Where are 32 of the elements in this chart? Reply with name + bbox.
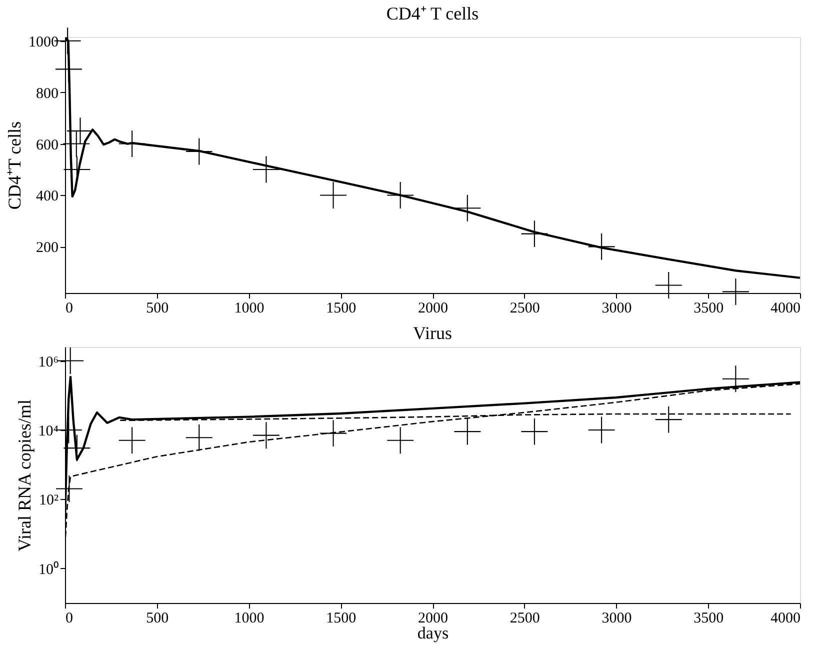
x-tick-label: 500 bbox=[146, 300, 169, 316]
y-tick-label: 10⁰ bbox=[38, 560, 58, 578]
y-axis-title: CD4⁺T cells bbox=[4, 121, 24, 210]
y-tick-label: 800 bbox=[36, 86, 58, 102]
chart-title: Virus bbox=[413, 323, 452, 343]
x-tick-label: 1500 bbox=[326, 610, 356, 626]
x-tick-label: 0 bbox=[66, 300, 73, 316]
x-tick-label: 500 bbox=[146, 610, 169, 626]
x-tick-label: 3000 bbox=[602, 610, 632, 626]
y-tick-label: 600 bbox=[36, 137, 58, 154]
x-tick-label: 2500 bbox=[510, 610, 540, 626]
x-tick-label: 2000 bbox=[418, 610, 448, 626]
x-tick-label: 2500 bbox=[510, 300, 540, 316]
y-tick-label: 10⁴ bbox=[38, 423, 58, 440]
x-tick-label: 0 bbox=[66, 610, 73, 626]
x-tick-label: 1500 bbox=[326, 300, 356, 316]
x-tick-label: 4000 bbox=[770, 610, 800, 626]
y-tick-label: 200 bbox=[36, 240, 58, 256]
x-tick-label: 3500 bbox=[694, 300, 724, 316]
x-tick-label: 2000 bbox=[418, 300, 448, 316]
y-tick-label: 1000 bbox=[28, 34, 58, 50]
x-tick-label: 3500 bbox=[694, 610, 724, 626]
x-tick-label: 4000 bbox=[770, 300, 800, 316]
chart-title: CD4⁺ T cells bbox=[386, 4, 479, 24]
x-axis-title: days bbox=[417, 624, 449, 642]
x-tick-label: 1000 bbox=[234, 610, 264, 626]
y-tick-label: 10⁶ bbox=[38, 354, 58, 370]
y-tick-label: 10² bbox=[39, 492, 59, 509]
y-axis-title: Viral RNA copies/ml bbox=[14, 400, 34, 552]
y-tick-label: 400 bbox=[36, 188, 58, 205]
x-tick-label: 3000 bbox=[602, 300, 632, 316]
x-tick-label: 1000 bbox=[234, 300, 264, 316]
